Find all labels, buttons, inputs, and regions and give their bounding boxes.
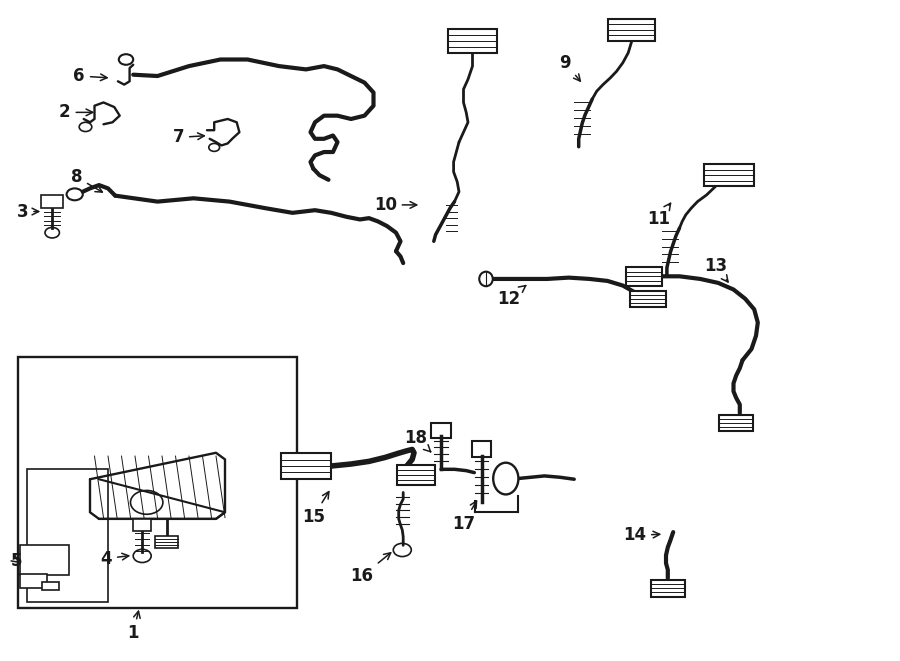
Text: 12: 12: [497, 286, 526, 308]
Bar: [18, 357, 297, 608]
Text: 15: 15: [302, 492, 328, 526]
Text: 5: 5: [11, 551, 22, 570]
Text: 2: 2: [59, 103, 93, 122]
Text: 11: 11: [647, 203, 670, 229]
Text: 4: 4: [101, 549, 129, 568]
Text: 17: 17: [452, 501, 477, 533]
Text: 13: 13: [704, 256, 728, 282]
FancyBboxPatch shape: [448, 29, 497, 52]
FancyBboxPatch shape: [626, 267, 662, 286]
Ellipse shape: [493, 463, 518, 494]
Text: 8: 8: [71, 168, 103, 192]
Text: 10: 10: [374, 196, 417, 214]
Text: 9: 9: [560, 54, 580, 81]
FancyBboxPatch shape: [705, 164, 754, 186]
FancyBboxPatch shape: [133, 519, 151, 531]
FancyBboxPatch shape: [20, 545, 69, 575]
Text: 6: 6: [74, 67, 107, 85]
FancyBboxPatch shape: [719, 415, 753, 432]
Text: 14: 14: [623, 526, 660, 545]
Text: 16: 16: [350, 553, 391, 586]
FancyBboxPatch shape: [20, 574, 47, 588]
FancyBboxPatch shape: [155, 536, 177, 548]
Ellipse shape: [480, 272, 493, 286]
FancyBboxPatch shape: [41, 195, 63, 208]
FancyBboxPatch shape: [397, 465, 435, 485]
FancyBboxPatch shape: [630, 290, 666, 307]
FancyBboxPatch shape: [281, 453, 331, 479]
FancyBboxPatch shape: [42, 582, 58, 590]
FancyBboxPatch shape: [472, 441, 491, 457]
Text: 3: 3: [17, 202, 39, 221]
Bar: [27, 469, 108, 602]
FancyBboxPatch shape: [608, 19, 655, 41]
Text: 18: 18: [404, 428, 431, 452]
Text: 7: 7: [173, 128, 204, 147]
FancyBboxPatch shape: [431, 423, 451, 438]
FancyBboxPatch shape: [651, 580, 685, 596]
Text: 1: 1: [128, 611, 140, 642]
